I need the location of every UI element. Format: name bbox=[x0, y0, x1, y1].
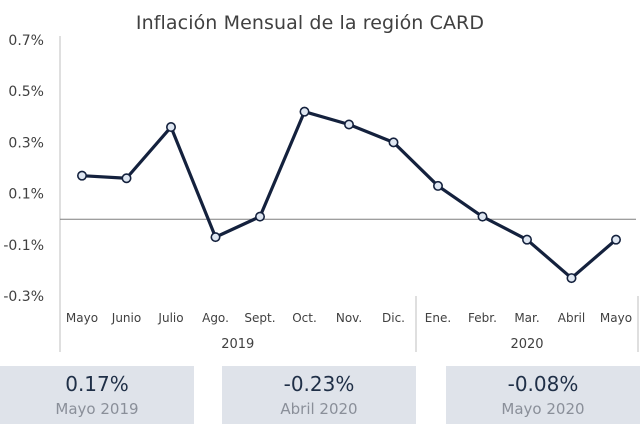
x-tick-label: Abril bbox=[558, 311, 585, 325]
x-tick-label: Nov. bbox=[336, 311, 362, 325]
summary-label: Abril 2020 bbox=[280, 400, 358, 418]
chart-title: Inflación Mensual de la región CARD bbox=[135, 12, 485, 34]
data-point bbox=[521, 234, 532, 245]
x-tick-label: Sept. bbox=[244, 311, 275, 325]
summary-value: -0.08% bbox=[507, 372, 579, 396]
summary-card-2: -0.23% Abril 2020 bbox=[222, 366, 416, 424]
x-tick-label: Mayo bbox=[66, 311, 98, 325]
x-tick-label: Febr. bbox=[468, 311, 497, 325]
data-point bbox=[432, 180, 443, 191]
y-tick-label: -0.3% bbox=[3, 289, 44, 305]
data-point bbox=[255, 211, 266, 222]
series bbox=[77, 106, 621, 284]
x-tick-label: Ene. bbox=[425, 311, 451, 325]
summary-value: 0.17% bbox=[65, 372, 129, 396]
data-point bbox=[343, 119, 354, 130]
y-tick-label: 0.7% bbox=[8, 33, 44, 49]
year-label: 2019 bbox=[221, 337, 254, 352]
y-tick-label: 0.5% bbox=[8, 84, 44, 100]
data-point bbox=[477, 211, 488, 222]
data-point bbox=[566, 273, 577, 284]
y-tick-label: -0.1% bbox=[3, 238, 44, 254]
data-point bbox=[210, 232, 221, 243]
series-line bbox=[81, 110, 618, 280]
summary-value: -0.23% bbox=[283, 372, 355, 396]
y-axis-ticks: 0.7% 0.5% 0.3% 0.1% -0.1% -0.3% bbox=[3, 33, 44, 305]
x-tick-label: Mayo bbox=[600, 311, 632, 325]
summary-card-1: 0.17% Mayo 2019 bbox=[0, 366, 194, 424]
x-tick-label: Oct. bbox=[292, 311, 317, 325]
x-tick-label: Mar. bbox=[514, 311, 539, 325]
summary-label: Mayo 2019 bbox=[55, 400, 139, 418]
x-tick-label: Junio bbox=[111, 311, 141, 325]
y-tick-label: 0.3% bbox=[8, 135, 44, 151]
data-point bbox=[77, 170, 88, 181]
y-tick-label: 0.1% bbox=[8, 187, 44, 203]
x-tick-label: Dic. bbox=[382, 311, 405, 325]
x-tick-label: Ago. bbox=[202, 311, 229, 325]
summary-label: Mayo 2020 bbox=[501, 400, 585, 418]
year-label: 2020 bbox=[510, 337, 543, 352]
axes bbox=[59, 36, 639, 352]
year-groups: 2019 2020 bbox=[221, 337, 543, 352]
x-axis-ticks: Mayo Junio Julio Ago. Sept. Oct. Nov. Dic. Ene. F… bbox=[66, 311, 632, 325]
data-point bbox=[166, 122, 177, 133]
x-tick-label: Julio bbox=[157, 311, 183, 325]
data-point bbox=[610, 234, 621, 245]
data-point bbox=[121, 173, 132, 184]
data-point bbox=[299, 106, 310, 117]
data-point bbox=[388, 137, 399, 148]
summary-card-3: -0.08% Mayo 2020 bbox=[446, 366, 640, 424]
